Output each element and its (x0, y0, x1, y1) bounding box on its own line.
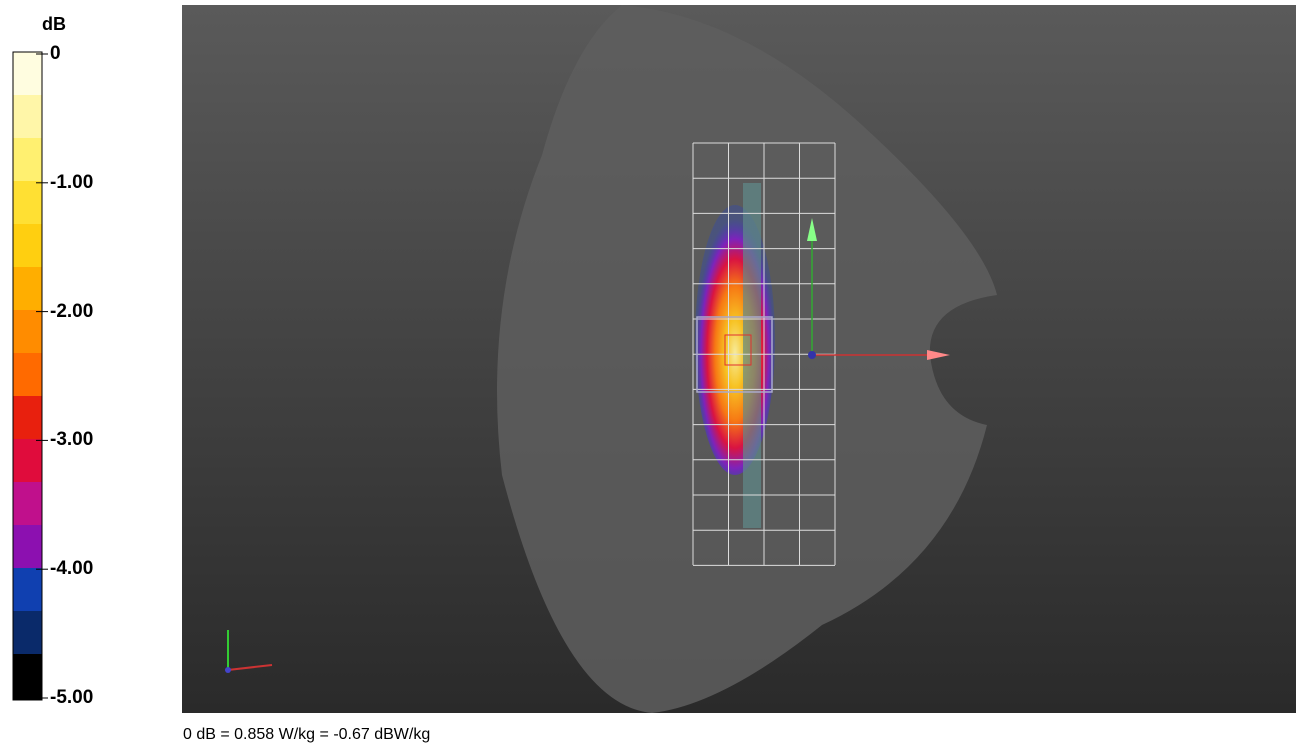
color-band (13, 181, 42, 224)
color-band (13, 396, 42, 439)
color-band (13, 611, 42, 654)
sar-view (182, 5, 1296, 713)
colorbar-unit: dB (42, 14, 66, 34)
color-band (13, 482, 42, 525)
tick-label: 0 (50, 43, 61, 64)
tick-label: -2.00 (50, 300, 94, 322)
color-band (13, 138, 42, 181)
color-band (13, 310, 42, 353)
tick-label: -4.00 (50, 558, 94, 580)
tick-label: -5.00 (50, 687, 94, 708)
color-band (13, 353, 42, 396)
colorbar (12, 51, 48, 701)
color-band (13, 267, 42, 310)
color-band (13, 95, 42, 138)
color-band (13, 568, 42, 611)
color-band (13, 52, 42, 95)
color-band (13, 525, 42, 568)
color-band (13, 224, 42, 267)
color-band (13, 654, 42, 700)
footer-note: 0 dB = 0.858 W/kg = -0.67 dBW/kg (183, 726, 431, 743)
tick-label: -1.00 (50, 171, 94, 193)
tick-label: -3.00 (50, 429, 94, 451)
color-band (13, 439, 42, 482)
